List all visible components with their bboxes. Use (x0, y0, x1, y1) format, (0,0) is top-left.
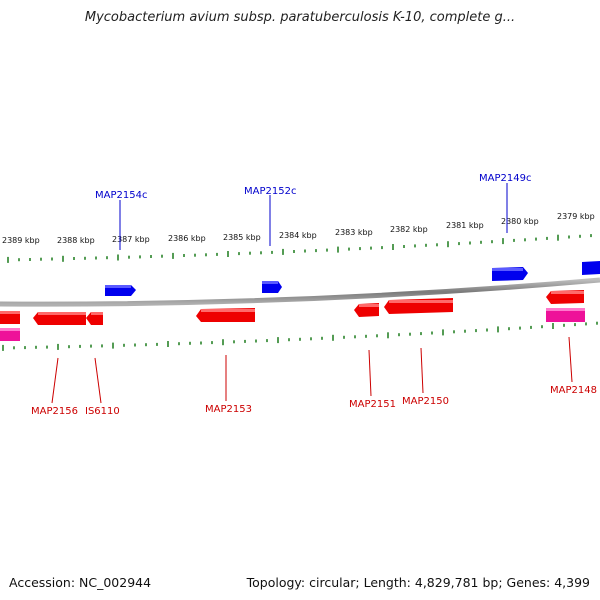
gene-label-map2154c[interactable]: MAP2154c (95, 190, 147, 201)
topology-text: Topology: circular; Length: 4,829,781 bp… (246, 575, 590, 590)
tick-label: 2383 kbp (335, 228, 373, 237)
label-line (420, 347, 424, 394)
gene-label-map2152c[interactable]: MAP2152c (244, 186, 296, 197)
tick-label: 2386 kbp (168, 234, 206, 243)
gene-label-map2150[interactable]: MAP2150 (402, 396, 449, 407)
tick-label: 2381 kbp (446, 221, 484, 230)
genome-backbone (0, 277, 600, 307)
lower-tick-row (2, 321, 598, 351)
map-title: Mycobacterium avium subsp. paratuberculo… (84, 10, 516, 25)
gene-label-map2153[interactable]: MAP2153 (205, 404, 252, 415)
rna-feature-right[interactable] (546, 308, 585, 322)
tick-label: 2388 kbp (57, 236, 95, 245)
gene-map2152c[interactable] (262, 281, 282, 293)
gene-label-map2149c[interactable]: MAP2149c (479, 173, 531, 184)
accession-text: Accession: NC_002944 (9, 575, 152, 590)
gene-map2148[interactable] (546, 290, 584, 304)
gene-label-map2148[interactable]: MAP2148 (550, 385, 597, 396)
tick-label: 2382 kbp (390, 225, 428, 234)
gene-map2149c[interactable] (492, 267, 528, 281)
tick-label: 2380 kbp (501, 217, 539, 226)
gene-map2154c[interactable] (105, 285, 136, 296)
gene-map2150[interactable] (384, 298, 453, 314)
tick-label: 2385 kbp (223, 233, 261, 242)
rna-feature-left[interactable] (0, 328, 20, 341)
gene-map2156[interactable] (33, 312, 86, 325)
tick-label: 2389 kbp (2, 236, 40, 245)
label-line (368, 349, 372, 397)
gene-label-map2156[interactable]: MAP2156 (31, 406, 78, 417)
gene-reverse-edge[interactable] (0, 311, 20, 324)
label-line (568, 336, 573, 383)
tick-label: 2384 kbp (279, 231, 317, 240)
gene-forward-edge[interactable] (582, 261, 600, 275)
upper-tick-row (7, 234, 592, 263)
tick-label: 2387 kbp (112, 235, 150, 244)
gene-is6110[interactable] (86, 312, 103, 325)
label-line (94, 357, 102, 404)
gene-label-is6110[interactable]: IS6110 (85, 406, 120, 417)
gene-map2151[interactable] (354, 303, 379, 317)
gene-label-map2151[interactable]: MAP2151 (349, 399, 396, 410)
tick-label: 2379 kbp (557, 212, 595, 221)
gene-map2153[interactable] (196, 308, 255, 322)
label-line (51, 357, 59, 404)
